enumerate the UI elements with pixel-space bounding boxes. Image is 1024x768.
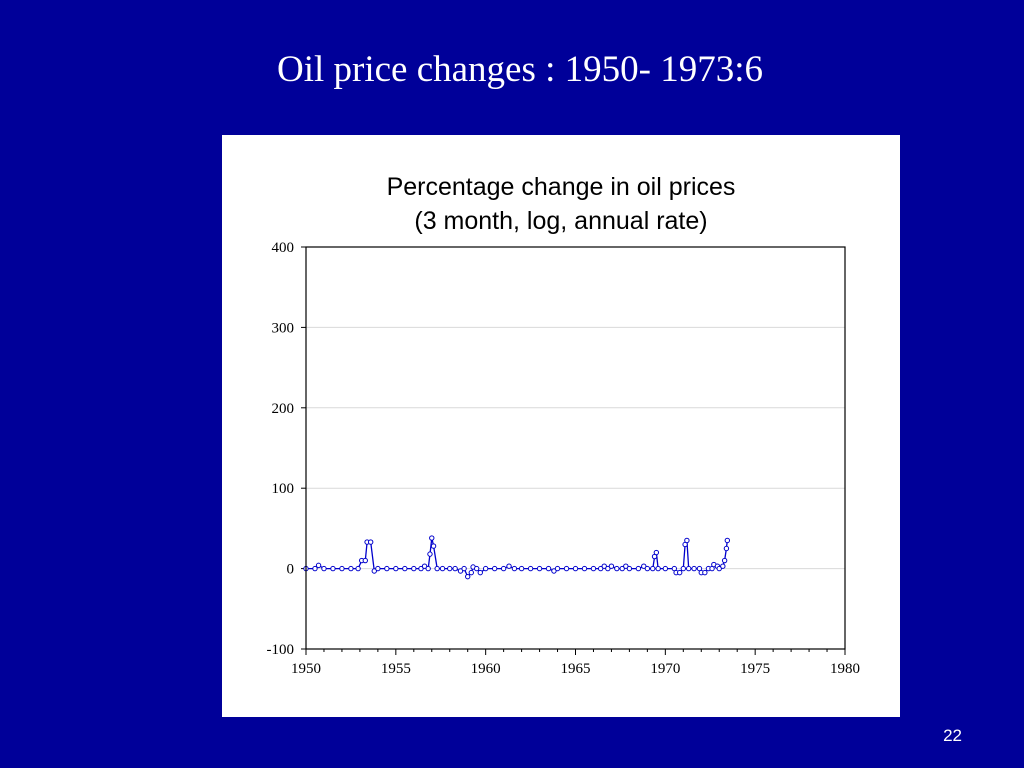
data-point — [644, 565, 651, 572]
data-point — [716, 565, 722, 572]
data-point — [447, 565, 453, 572]
y-tick-label: 100 — [272, 481, 295, 497]
x-tick-label: 1965 — [561, 661, 591, 677]
plot-frame — [305, 246, 846, 650]
data-point — [601, 563, 607, 569]
slide-title: Oil price changes : 1950- 1973:6 — [276, 49, 764, 90]
data-point — [384, 565, 390, 572]
data-point — [518, 565, 525, 572]
chart-panel: Percentage change in oil prices (3 month… — [222, 135, 900, 717]
data-point — [367, 539, 374, 545]
x-tick-label: 1970 — [650, 661, 680, 677]
data-point — [653, 549, 660, 556]
data-point — [650, 565, 656, 572]
x-tick-label: 1960 — [471, 661, 501, 677]
line-chart: -100 0 100 200 300 400 1950 1955 1960 1965 1970 197… — [267, 240, 861, 677]
y-tick-label: 300 — [272, 320, 295, 336]
data-point — [321, 565, 327, 572]
page-number: 22 — [943, 726, 962, 745]
data-point — [427, 551, 433, 557]
data-point — [527, 565, 534, 572]
data-point — [702, 569, 708, 576]
chart-subtitle: (3 month, log, annual rate) — [414, 207, 708, 235]
data-point — [430, 543, 437, 549]
data-point — [721, 557, 728, 564]
y-tick-label: 0 — [287, 562, 295, 578]
data-point — [473, 565, 480, 572]
data-point — [662, 565, 669, 572]
data-point — [315, 562, 322, 569]
data-point — [457, 568, 464, 574]
data-point — [339, 565, 345, 572]
data-point — [468, 569, 474, 576]
series-markers — [303, 535, 731, 580]
data-point — [362, 557, 368, 564]
data-point — [536, 565, 543, 572]
y-tick-label: -100 — [267, 642, 295, 658]
data-point — [563, 565, 570, 572]
x-tick-label: 1955 — [381, 661, 411, 677]
data-point — [608, 563, 615, 569]
data-point — [619, 565, 625, 572]
data-point — [590, 565, 597, 572]
chart-title: Percentage change in oil prices — [386, 173, 736, 201]
axis-ticks: -100 0 100 200 300 400 1950 1955 1960 1965 1970 197… — [267, 240, 861, 677]
data-point — [461, 565, 467, 572]
data-point — [626, 565, 633, 572]
data-point — [724, 537, 731, 544]
data-point — [465, 573, 471, 580]
data-point — [421, 563, 428, 569]
data-point — [655, 565, 661, 572]
data-point — [635, 565, 642, 572]
data-point — [506, 563, 512, 569]
data-point — [491, 565, 498, 572]
data-point — [434, 565, 440, 572]
data-point — [355, 565, 361, 572]
data-point — [330, 565, 336, 572]
data-point — [439, 565, 446, 572]
data-point — [551, 568, 557, 574]
data-point — [572, 565, 579, 572]
data-point — [452, 565, 458, 572]
data-point — [429, 535, 435, 541]
y-tick-label: 200 — [272, 401, 295, 417]
x-tick-label: 1950 — [291, 661, 321, 677]
data-point — [597, 565, 604, 572]
data-point — [554, 565, 561, 572]
data-point — [680, 565, 686, 572]
data-point — [605, 565, 611, 572]
data-point — [720, 563, 726, 569]
data-point — [641, 563, 647, 569]
data-point — [348, 565, 354, 572]
data-point — [482, 565, 489, 572]
data-point — [375, 565, 381, 572]
data-point — [511, 565, 518, 572]
data-point — [545, 565, 552, 572]
data-point — [623, 563, 629, 569]
data-point — [614, 565, 620, 572]
data-point — [312, 565, 318, 572]
data-point — [418, 565, 424, 572]
data-point — [677, 569, 683, 576]
gridlines — [306, 326, 845, 570]
data-point — [581, 565, 588, 572]
data-point — [425, 565, 431, 572]
data-point — [393, 565, 399, 572]
data-point — [723, 545, 730, 552]
data-point — [411, 565, 417, 572]
data-point — [684, 537, 690, 544]
data-point — [691, 565, 697, 572]
data-point — [685, 565, 692, 572]
data-point — [371, 568, 377, 574]
x-tick-label: 1975 — [740, 661, 770, 677]
data-point — [500, 565, 507, 572]
y-tick-label: 400 — [272, 240, 295, 256]
x-tick-label: 1980 — [830, 661, 860, 677]
data-point — [402, 565, 408, 572]
data-point — [477, 569, 483, 576]
